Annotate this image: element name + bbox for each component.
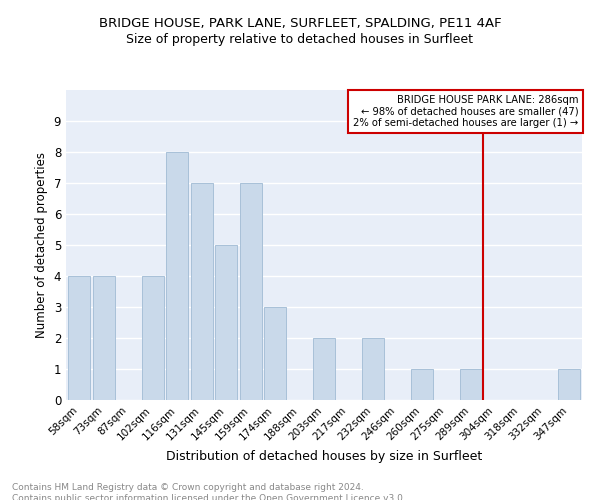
Bar bbox=[93, 276, 115, 400]
Text: BRIDGE HOUSE PARK LANE: 286sqm
← 98% of detached houses are smaller (47)
2% of s: BRIDGE HOUSE PARK LANE: 286sqm ← 98% of … bbox=[353, 94, 578, 128]
Bar bbox=[460, 369, 482, 400]
Bar bbox=[68, 276, 91, 400]
Bar bbox=[191, 183, 213, 400]
Text: Size of property relative to detached houses in Surfleet: Size of property relative to detached ho… bbox=[127, 32, 473, 46]
Bar bbox=[313, 338, 335, 400]
Bar bbox=[411, 369, 433, 400]
Text: BRIDGE HOUSE, PARK LANE, SURFLEET, SPALDING, PE11 4AF: BRIDGE HOUSE, PARK LANE, SURFLEET, SPALD… bbox=[98, 18, 502, 30]
X-axis label: Distribution of detached houses by size in Surfleet: Distribution of detached houses by size … bbox=[166, 450, 482, 463]
Bar bbox=[557, 369, 580, 400]
Bar bbox=[264, 307, 286, 400]
Text: Contains HM Land Registry data © Crown copyright and database right 2024.
Contai: Contains HM Land Registry data © Crown c… bbox=[12, 482, 406, 500]
Bar bbox=[142, 276, 164, 400]
Bar bbox=[166, 152, 188, 400]
Y-axis label: Number of detached properties: Number of detached properties bbox=[35, 152, 48, 338]
Bar bbox=[239, 183, 262, 400]
Bar bbox=[215, 245, 237, 400]
Bar bbox=[362, 338, 384, 400]
